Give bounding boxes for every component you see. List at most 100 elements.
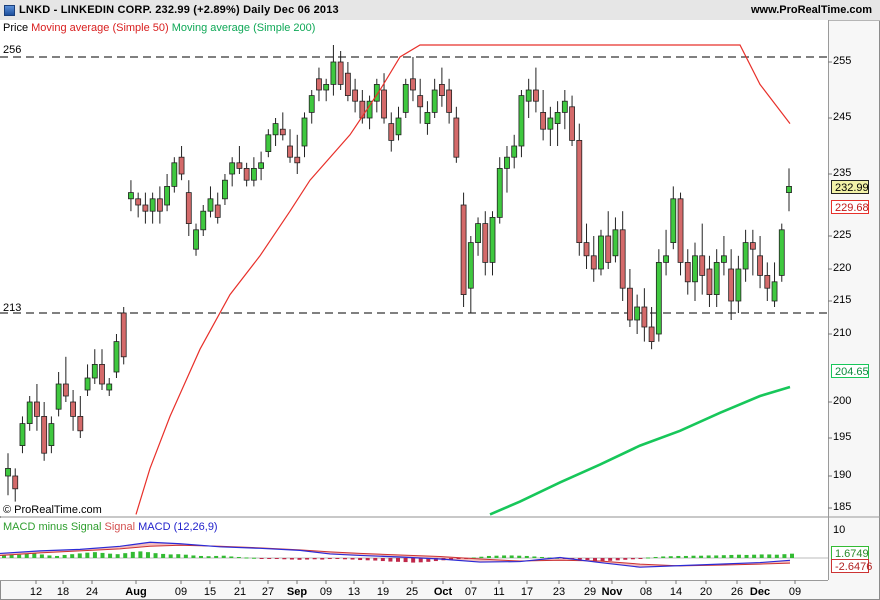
- candle-body: [142, 204, 149, 212]
- macd-hist-bar: [206, 556, 211, 558]
- price-tick-label: 225: [833, 229, 852, 241]
- candle-body: [561, 100, 568, 113]
- last-price-tag: 232.99: [831, 180, 869, 194]
- macd-hist-bar: [593, 558, 597, 561]
- macd-hist-bar: [312, 558, 317, 560]
- macd-hist-bar: [191, 555, 196, 558]
- macd-hist-bar: [335, 558, 340, 559]
- macd-hist-bar: [638, 558, 643, 559]
- candle-body: [605, 235, 612, 263]
- macd-hist-bar: [108, 553, 113, 558]
- time-tick-label: 12: [29, 586, 43, 598]
- macd-hist-bar: [199, 555, 203, 558]
- macd-hist-bar: [55, 555, 60, 558]
- macd-hist-bar: [630, 558, 635, 560]
- candle-body: [99, 363, 105, 385]
- candle-body: [786, 185, 792, 193]
- macd-hist-bar: [100, 552, 105, 558]
- macd-hist-bar: [183, 554, 188, 558]
- macd-hist-bar: [471, 557, 476, 559]
- macd-hist-bar: [426, 558, 431, 562]
- candle-body: [70, 401, 76, 417]
- macd-hist-bar: [289, 558, 294, 560]
- legend-macd-line: MACD (12,26,9): [138, 521, 218, 533]
- time-tick-label: 15: [203, 586, 217, 598]
- candle-body: [62, 383, 69, 397]
- candle-body: [721, 255, 727, 263]
- candle-body: [504, 156, 510, 169]
- candle-body: [728, 268, 735, 302]
- candle-body: [265, 134, 272, 153]
- time-tick-label: 24: [85, 586, 99, 598]
- time-tick-label: 09: [788, 586, 802, 598]
- candle-body: [511, 145, 518, 158]
- candle-body: [113, 341, 120, 373]
- site-url[interactable]: www.ProRealTime.com: [750, 4, 872, 16]
- time-tick-label: 25: [405, 586, 419, 598]
- candle-body: [308, 95, 315, 113]
- candle-body: [48, 423, 55, 447]
- macd-hist-bar: [282, 558, 287, 560]
- macd-hist-bar: [714, 555, 719, 558]
- candle-body: [489, 216, 496, 263]
- candle-body: [388, 123, 395, 141]
- macd-hist-bar: [486, 555, 491, 558]
- macd-hist-bar: [600, 558, 605, 562]
- candle-body: [540, 112, 547, 130]
- macd-hist-bar: [502, 555, 507, 558]
- candle-body: [316, 78, 322, 91]
- candle-body: [178, 156, 185, 175]
- macd-hist-bar: [161, 553, 166, 558]
- time-tick-label: 19: [376, 586, 390, 598]
- macd-hist-bar: [623, 558, 628, 560]
- candle-body: [359, 100, 366, 119]
- candle-body: [120, 312, 127, 358]
- macd-hist-bar: [449, 558, 454, 560]
- candle-body: [554, 112, 561, 125]
- macd-hist-bar: [699, 555, 704, 558]
- candle-body: [193, 229, 199, 250]
- candle-body: [655, 261, 662, 335]
- time-tick-label: 29: [583, 586, 597, 598]
- macd-hist-bar: [661, 556, 666, 558]
- candle-body: [214, 204, 221, 218]
- macd-hist-bar: [259, 558, 264, 559]
- macd-hist-bar: [676, 555, 681, 558]
- macd-hist-bar: [2, 554, 6, 558]
- time-tick-label: 09: [319, 586, 333, 598]
- candle-body: [663, 255, 669, 263]
- candle-body: [518, 95, 525, 147]
- candle-body: [402, 84, 409, 113]
- candle-body: [156, 198, 163, 212]
- time-tick-label: 27: [261, 586, 275, 598]
- macd-hist-bar: [176, 554, 181, 558]
- candle-body: [5, 467, 11, 477]
- candle-body: [272, 123, 279, 136]
- macd-tick-10: 10: [833, 524, 846, 536]
- time-tick-label: Sep: [286, 586, 308, 598]
- candle-body: [207, 198, 214, 212]
- candle-body: [417, 95, 424, 108]
- price-tick-label: 195: [833, 431, 852, 443]
- macd-hist-bar: [244, 557, 249, 559]
- macd-hist-bar: [517, 555, 522, 558]
- candle-body: [677, 198, 684, 263]
- candle-body: [258, 162, 265, 169]
- macd-hist-bar: [524, 555, 529, 558]
- candle-body: [301, 117, 308, 147]
- macd-hist-bar: [668, 556, 673, 558]
- price-tick-label: 210: [833, 327, 852, 339]
- candle-body: [279, 128, 286, 136]
- candle-body: [222, 179, 228, 200]
- candle-body: [381, 89, 387, 119]
- time-tick-label: 08: [639, 586, 653, 598]
- ma50-line: [135, 44, 791, 515]
- candle-body: [344, 72, 351, 96]
- candle-body: [164, 185, 170, 206]
- macd-hist-bar: [365, 558, 370, 561]
- candle-body: [627, 287, 633, 321]
- macd-hist-bar: [39, 554, 44, 558]
- macd-hist-bar: [62, 554, 67, 558]
- candle-body: [337, 61, 344, 85]
- macd-hist-tag: 1.6749: [831, 546, 869, 560]
